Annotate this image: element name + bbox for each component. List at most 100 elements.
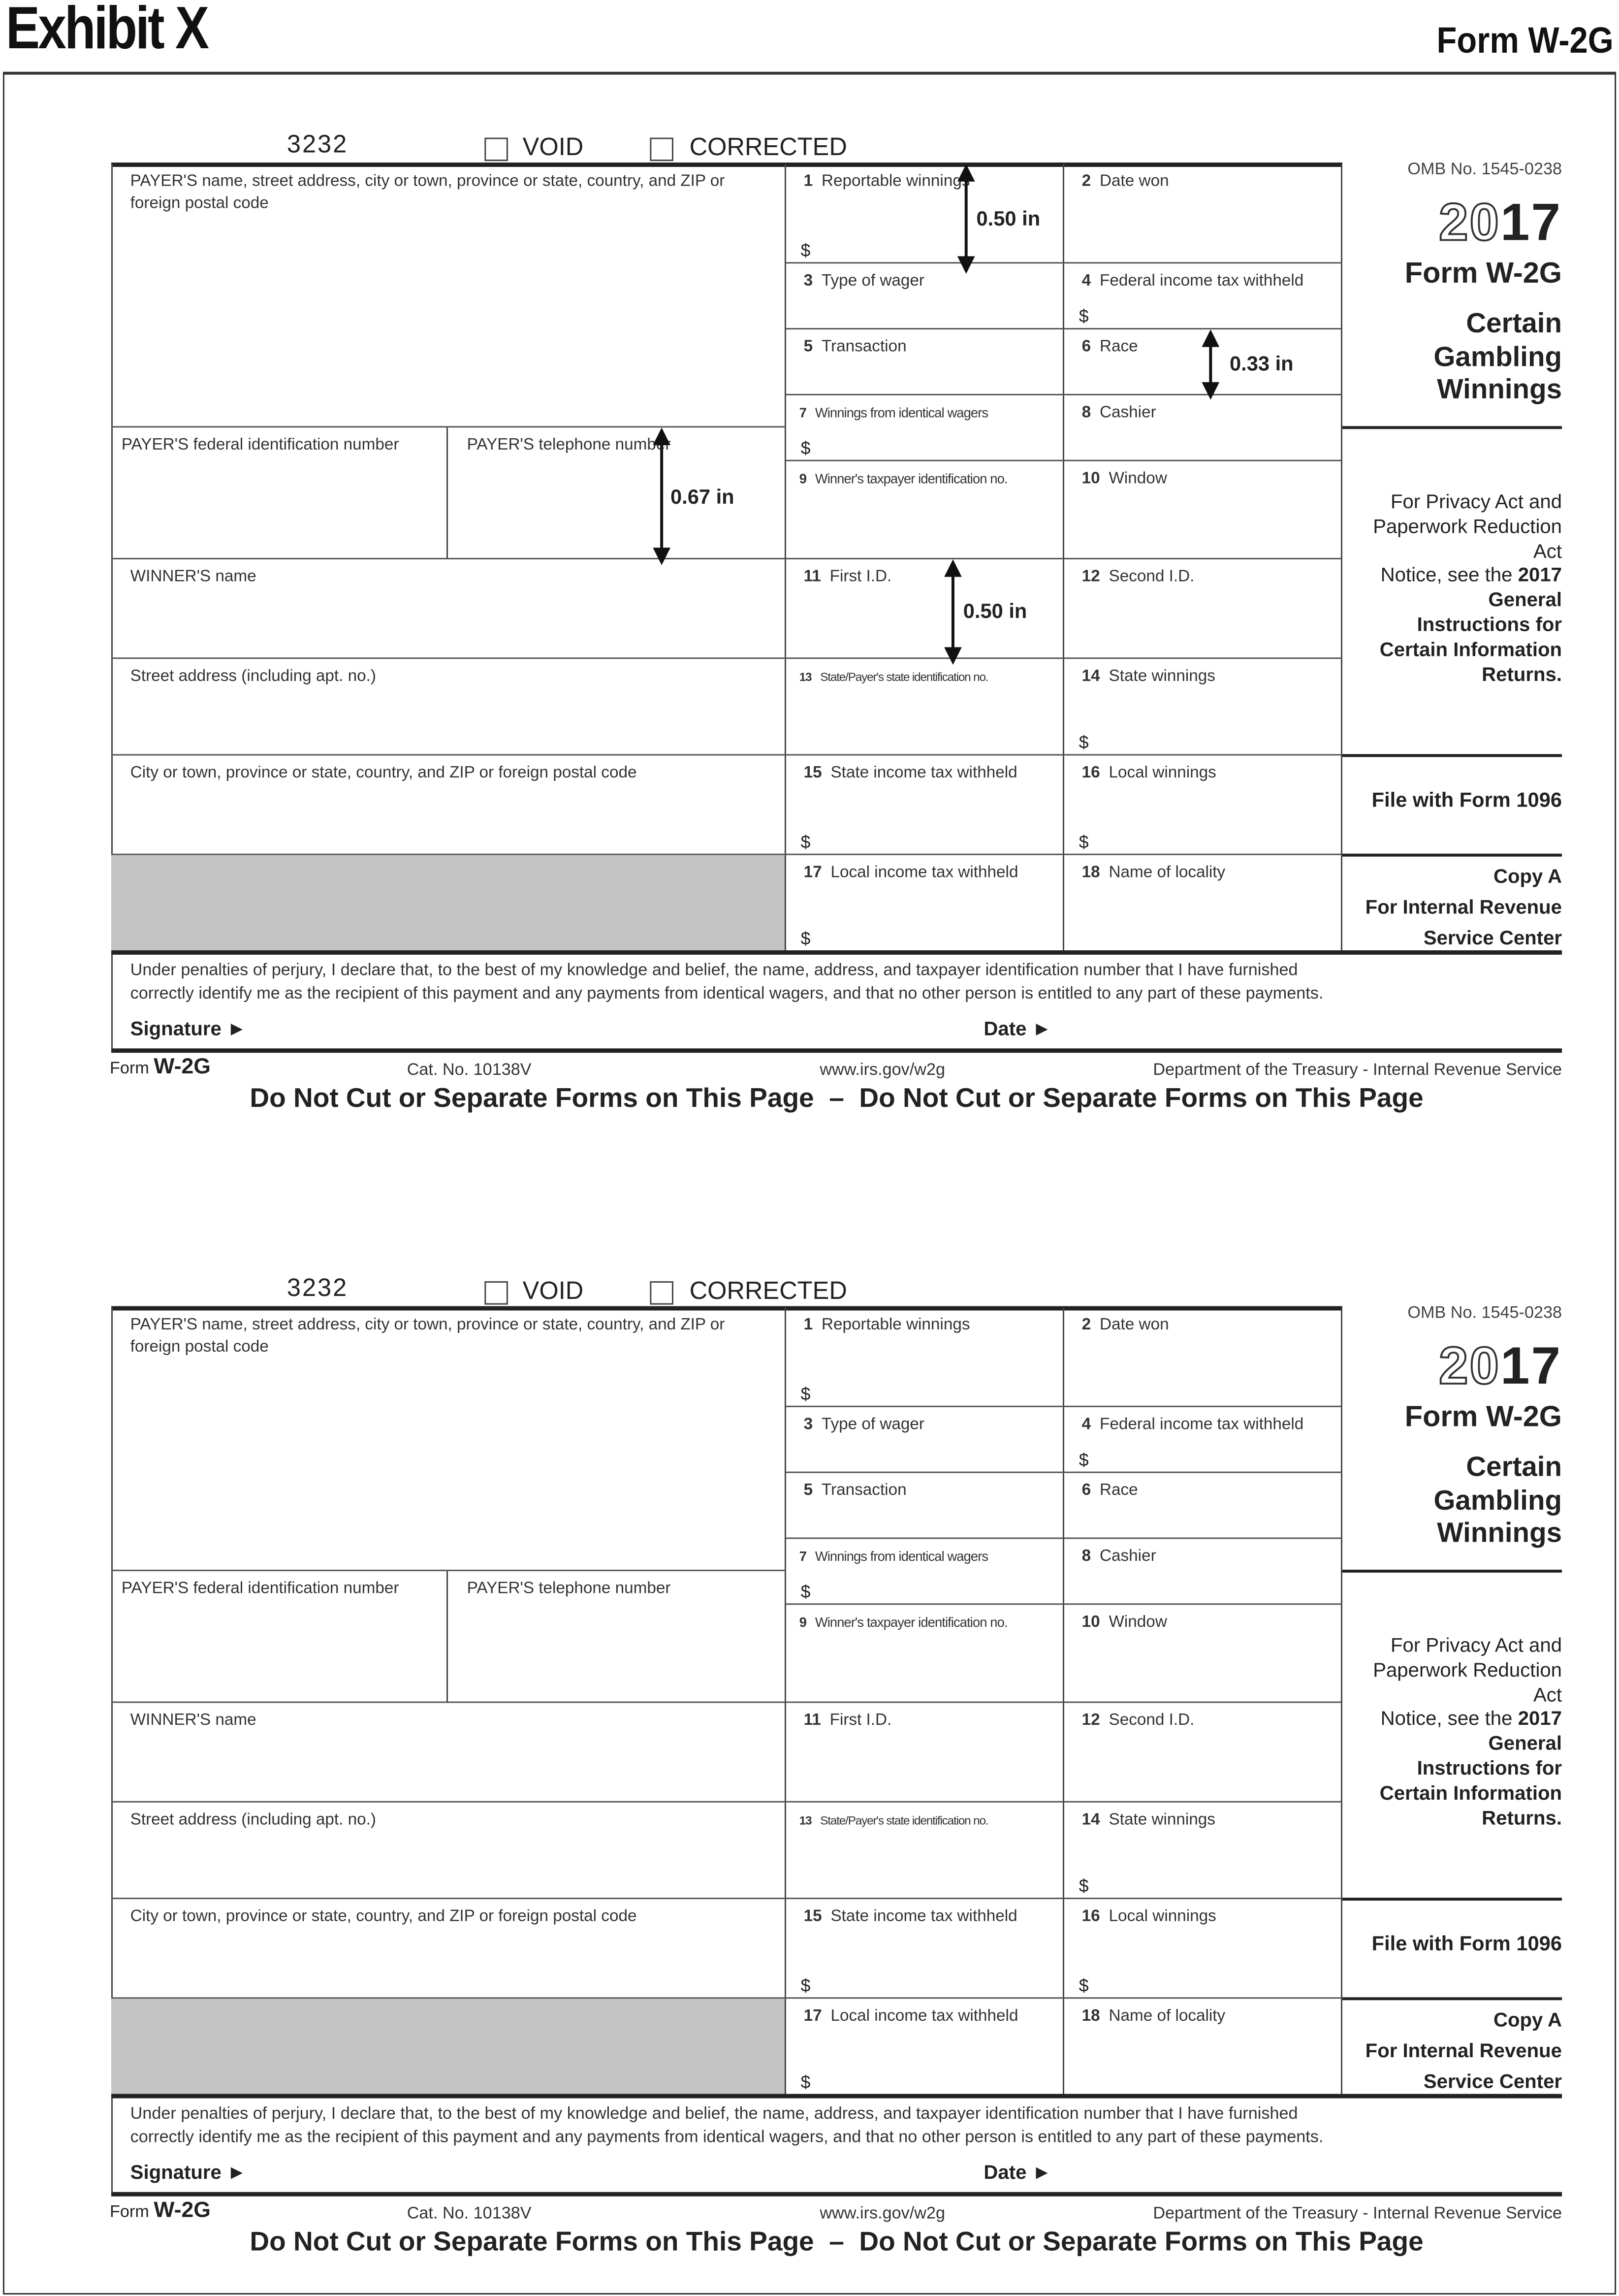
box-2-label: Date won (1100, 172, 1169, 191)
signature-field[interactable]: Signature ► (130, 2161, 247, 2183)
box-11[interactable]: 11 First I.D. (786, 1703, 1064, 1803)
box-16[interactable]: 16 Local winnings $ (1064, 1899, 1342, 1999)
footer-form-prefix: Form (110, 2203, 149, 2222)
perjury-line: correctly identify me as the recipient o… (130, 985, 1324, 1003)
form-rule (111, 2094, 1562, 2099)
copy-for: For Internal Revenue (1365, 2039, 1562, 2062)
form-bottom-rule (111, 2192, 1562, 2197)
field-winner[interactable]: WINNER'S name (111, 1703, 786, 1803)
department-label: Department of the Treasury - Internal Re… (1153, 2205, 1562, 2223)
department-label: Department of the Treasury - Internal Re… (1153, 1062, 1562, 1079)
box-12[interactable]: 12 Second I.D. (1064, 1703, 1342, 1803)
privacy-line: Instructions for (1417, 613, 1562, 636)
box-17-number: 17 (803, 2007, 822, 2025)
privacy-line: Act (1533, 540, 1562, 562)
box-2-number: 2 (1081, 1316, 1091, 1334)
copy-for: For Internal Revenue (1365, 896, 1562, 918)
field-fedid[interactable]: PAYER'S federal identification number (111, 1571, 448, 1703)
box-15[interactable]: 15 State income tax withheld $ (786, 755, 1064, 855)
box-5[interactable]: 5 Transaction (786, 329, 1064, 395)
field-street-label: Street address (including apt. no.) (130, 1811, 376, 1829)
field-phone[interactable]: PAYER'S telephone number (447, 427, 786, 559)
field-phone[interactable]: PAYER'S telephone number (447, 1571, 786, 1703)
dimension-arrow (653, 427, 671, 565)
box-11[interactable]: 11 First I.D. (786, 559, 1064, 659)
copy-center: Service Center (1423, 927, 1562, 949)
box-1[interactable]: 1 Reportable winnings $ (786, 1307, 1064, 1407)
box-17[interactable]: 17 Local income tax withheld $ (786, 855, 1064, 952)
do-not-cut-warning: Do Not Cut or Separate Forms on This Pag… (250, 2226, 1424, 2257)
void-checkbox[interactable] (484, 1281, 508, 1305)
box-9-label: Winner's taxpayer identification no. (815, 1615, 1008, 1630)
box-7[interactable]: 7 Winnings from identical wagers $ (786, 395, 1064, 461)
box-13[interactable]: 13 State/Payer's state identification no. (786, 659, 1064, 756)
box-1-dollar: $ (800, 240, 811, 261)
box-4[interactable]: 4 Federal income tax withheld $ (1064, 263, 1342, 330)
void-checkbox[interactable] (484, 137, 508, 162)
field-street[interactable]: Street address (including apt. no.) (111, 659, 786, 756)
field-winner[interactable]: WINNER'S name (111, 559, 786, 659)
box-14[interactable]: 14 State winnings $ (1064, 1802, 1342, 1900)
field-payer[interactable]: PAYER'S name, street address, city or to… (111, 1307, 786, 1571)
perjury-line: Under penalties of perjury, I declare th… (130, 2105, 1298, 2124)
box-3[interactable]: 3 Type of wager (786, 263, 1064, 330)
box-18[interactable]: 18 Name of locality (1064, 1999, 1342, 2096)
box-1[interactable]: 1 Reportable winnings $ (786, 164, 1064, 264)
field-fedid[interactable]: PAYER'S federal identification number (111, 427, 448, 559)
privacy-line: Returns. (1482, 662, 1562, 685)
field-phone-label: PAYER'S telephone number (467, 436, 671, 454)
box-18-number: 18 (1081, 2007, 1100, 2025)
box-17[interactable]: 17 Local income tax withheld $ (786, 1999, 1064, 2096)
corrected-checkbox[interactable] (650, 1281, 673, 1305)
signature-field[interactable]: Signature ► (130, 1017, 247, 1040)
box-18[interactable]: 18 Name of locality (1064, 855, 1342, 952)
field-phone-label: PAYER'S telephone number (467, 1580, 671, 1598)
box-1-number: 1 (803, 1316, 813, 1334)
field-city[interactable]: City or town, province or state, country… (111, 755, 786, 855)
box-13-number: 13 (799, 671, 812, 684)
box-14[interactable]: 14 State winnings $ (1064, 659, 1342, 756)
shaded-area (111, 855, 786, 952)
date-field[interactable]: Date ► (984, 1017, 1052, 1040)
form-top-rule (111, 1306, 1342, 1310)
box-16[interactable]: 16 Local winnings $ (1064, 755, 1342, 855)
box-4-number: 4 (1081, 1416, 1091, 1434)
box-10[interactable]: 10 Window (1064, 1605, 1342, 1703)
box-8[interactable]: 8 Cashier (1064, 1539, 1342, 1605)
date-field[interactable]: Date ► (984, 2161, 1052, 2183)
box-3[interactable]: 3 Type of wager (786, 1407, 1064, 1473)
field-city[interactable]: City or town, province or state, country… (111, 1899, 786, 1999)
side-rule (1342, 1898, 1562, 1901)
privacy-line: Instructions for (1417, 1757, 1562, 1779)
box-15[interactable]: 15 State income tax withheld $ (786, 1899, 1064, 1999)
box-3-label: Type of wager (821, 272, 925, 290)
page-border (2, 71, 1617, 2295)
field-city-label: City or town, province or state, country… (130, 764, 637, 782)
box-4[interactable]: 4 Federal income tax withheld $ (1064, 1407, 1342, 1473)
box-16-number: 16 (1081, 1908, 1100, 1926)
privacy-line: Notice, see the (1380, 564, 1513, 586)
field-city-label: City or town, province or state, country… (130, 1908, 637, 1926)
box-13[interactable]: 13 State/Payer's state identification no. (786, 1802, 1064, 1900)
box-5[interactable]: 5 Transaction (786, 1473, 1064, 1539)
box-2[interactable]: 2 Date won (1064, 164, 1342, 264)
box-12[interactable]: 12 Second I.D. (1064, 559, 1342, 659)
box-10[interactable]: 10 Window (1064, 461, 1342, 559)
corrected-checkbox[interactable] (650, 137, 673, 162)
box-7[interactable]: 7 Winnings from identical wagers $ (786, 1539, 1064, 1605)
footer-form-id: Form W-2G (110, 2198, 211, 2223)
box-9[interactable]: 9 Winner's taxpayer identification no. (786, 1605, 1064, 1703)
box-9[interactable]: 9 Winner's taxpayer identification no. (786, 461, 1064, 559)
field-payer[interactable]: PAYER'S name, street address, city or to… (111, 164, 786, 428)
field-street[interactable]: Street address (including apt. no.) (111, 1802, 786, 1900)
box-15-label: State income tax withheld (830, 1908, 1017, 1926)
box-8[interactable]: 8 Cashier (1064, 395, 1342, 461)
box-3-label: Type of wager (821, 1416, 925, 1434)
field-fedid-label: PAYER'S federal identification number (121, 436, 399, 454)
control-number: 3232 (286, 130, 349, 159)
copy-label: Copy A (1493, 2009, 1562, 2031)
perjury-statement: Under penalties of perjury, I declare th… (130, 2102, 1324, 2149)
box-2[interactable]: 2 Date won (1064, 1307, 1342, 1407)
file-with-label: File with Form 1096 (1371, 787, 1562, 811)
box-6[interactable]: 6 Race (1064, 1473, 1342, 1539)
